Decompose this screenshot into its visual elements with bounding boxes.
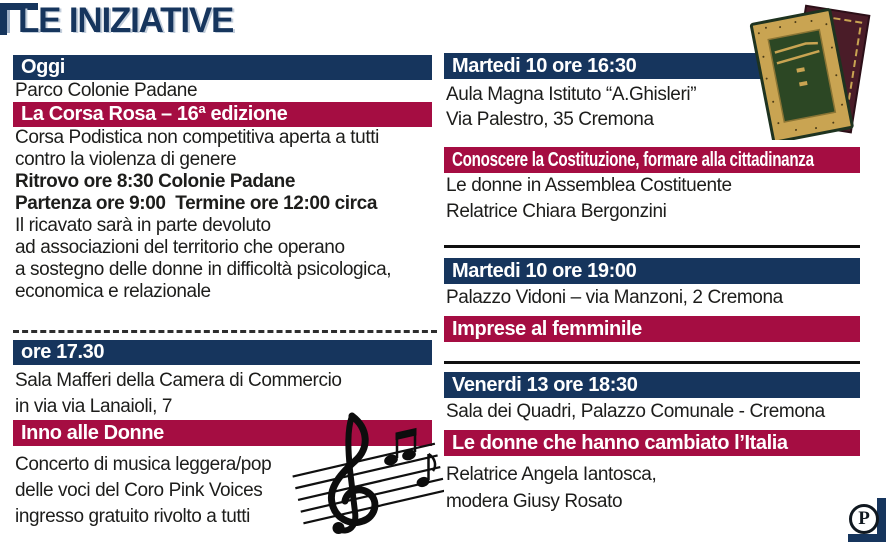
description-line: Relatrice Angela Iantosca, (446, 464, 657, 485)
event-time-bar: ore 17.30 (13, 340, 432, 365)
description-line: Le donne in Assemblea Costituente (446, 175, 732, 196)
description-line: ad associazioni del territorio che opera… (15, 237, 345, 258)
section-divider (444, 245, 860, 248)
event-time-label: Martedi 10 ore 16:30 (452, 55, 637, 77)
description-line: Il ricavato sarà in parte devoluto (15, 215, 271, 236)
event-title-bar: Conoscere la Costituzione, formare alla … (444, 147, 860, 173)
corner-bracket-top-left-arm (3, 3, 38, 10)
venue-line: in via via Lanaioli, 7 (15, 396, 173, 417)
event-title-label: Imprese al femminile (452, 318, 642, 340)
description-line: Corsa Podistica non competitiva aperta a… (15, 127, 379, 148)
event-time-label: ore 17.30 (21, 341, 105, 363)
description-line: modera Giusy Rosato (446, 491, 623, 512)
publisher-p-logo: P (849, 504, 879, 534)
corner-bracket-bottom-right (877, 498, 886, 542)
dashed-divider (13, 330, 437, 333)
event-title-label: La Corsa Rosa – 16ª edizione (21, 103, 288, 125)
venue-line: Palazzo Vidoni – via Manzoni, 2 Cremona (446, 287, 783, 308)
event-title-bar: La Corsa Rosa – 16ª edizione (13, 102, 432, 127)
venue-line: Aula Magna Istituto “A.Ghisleri” (446, 84, 697, 105)
page-title: LE INIZIATIVE (18, 1, 234, 40)
section-divider (444, 361, 860, 364)
event-time-label: Oggi (21, 56, 65, 78)
venue-line: Via Palestro, 35 Cremona (446, 109, 654, 130)
description-line-bold: Partenza ore 9:00 Termine ore 12:00 circ… (15, 193, 377, 214)
books-illustration (749, 4, 871, 140)
description-line: Relatrice Chiara Bergonzini (446, 201, 667, 222)
description-line: ingresso gratuito rivolto a tutti (15, 506, 250, 527)
venue-line: Sala Mafferi della Camera di Commercio (15, 370, 342, 391)
event-time-label: Martedi 10 ore 19:00 (452, 260, 637, 282)
event-time-bar: Martedi 10 ore 19:00 (444, 258, 860, 284)
event-time-label: Venerdi 13 ore 18:30 (452, 374, 638, 396)
corner-bracket-bottom-right-arm (848, 534, 886, 542)
description-line: a sostegno delle donne in difficoltà psi… (15, 259, 392, 280)
event-title-label: Conoscere la Costituzione, formare alla … (452, 149, 814, 171)
description-line: delle voci del Coro Pink Voices (15, 480, 263, 501)
event-title-label: Inno alle Donne (21, 422, 164, 444)
corner-bracket-top-left (0, 3, 7, 35)
event-title-bar: Le donne che hanno cambiato l’Italia (444, 430, 860, 456)
event-time-bar: Oggi (13, 55, 432, 80)
corner-bracket-highlight (7, 10, 10, 33)
event-title-bar: Imprese al femminile (444, 316, 860, 342)
music-notes-illustration (292, 412, 444, 534)
description-line-bold: Ritrovo ore 8:30 Colonie Padane (15, 171, 296, 192)
right-column: Martedi 10 ore 16:30 Aula Magna Istituto… (444, 53, 860, 515)
venue-line: Sala dei Quadri, Palazzo Comunale - Crem… (446, 401, 825, 422)
venue-line: Parco Colonie Padane (15, 80, 198, 101)
event-title-label: Le donne che hanno cambiato l’Italia (452, 432, 788, 454)
description-line: contro la violenza di genere (15, 149, 237, 170)
description-line: Concerto di musica leggera/pop (15, 454, 272, 475)
event-time-bar: Venerdi 13 ore 18:30 (444, 372, 860, 398)
description-line: economica e relazionale (15, 281, 211, 302)
